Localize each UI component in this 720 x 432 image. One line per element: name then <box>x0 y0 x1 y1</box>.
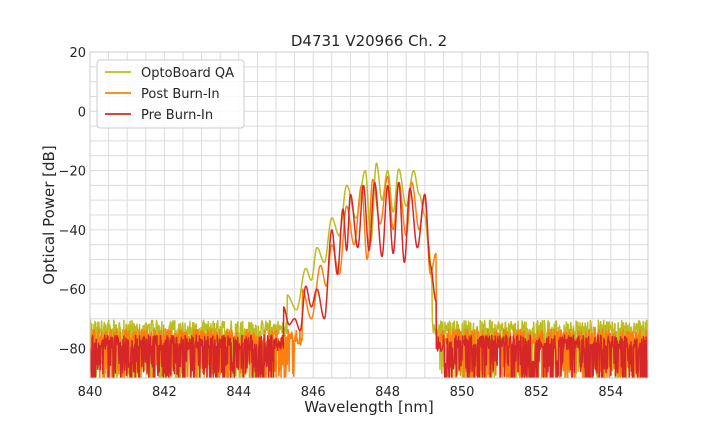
plot-area <box>90 162 648 378</box>
y-tick-label: 0 <box>78 105 86 120</box>
x-tick-label: 850 <box>450 385 475 400</box>
legend-label: Post Burn-In <box>141 87 220 102</box>
x-tick-label: 852 <box>524 385 549 400</box>
y-tick-label: 20 <box>69 46 86 61</box>
legend: OptoBoard QA Post Burn-In Pre Burn-In <box>96 59 245 129</box>
y-tick-label: −60 <box>59 283 86 298</box>
x-tick-label: 840 <box>78 385 103 400</box>
y-tick-label: −20 <box>59 165 86 180</box>
x-tick-label: 844 <box>226 385 251 400</box>
x-tick-label: 842 <box>152 385 177 400</box>
tick-labels: 840 842 844 846 848 850 852 854 20 0 −20 −40 −60 −80 <box>59 46 624 400</box>
legend-label: OptoBoard QA <box>141 66 234 81</box>
y-tick-label: −40 <box>59 224 86 239</box>
x-tick-label: 854 <box>598 385 623 400</box>
x-tick-label: 848 <box>375 385 400 400</box>
x-tick-label: 846 <box>301 385 326 400</box>
y-tick-label: −80 <box>59 342 86 357</box>
plot-frame <box>89 51 649 379</box>
legend-box <box>96 59 245 129</box>
y-axis-label: Optical Power [dB] <box>40 145 58 284</box>
x-axis-label: Wavelength [nm] <box>304 398 434 416</box>
series-line <box>90 181 648 378</box>
legend-label: Pre Burn-In <box>141 108 213 123</box>
chart-title: D4731 V20966 Ch. 2 <box>291 32 447 50</box>
